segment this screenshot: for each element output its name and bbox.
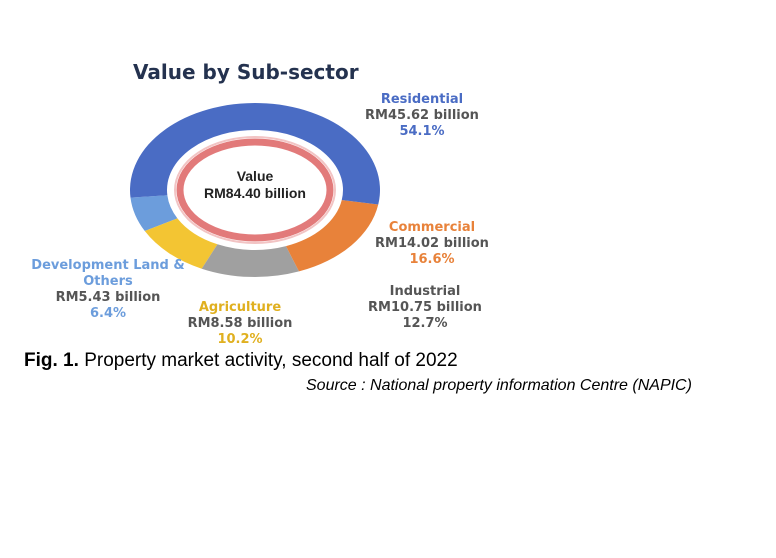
center-ring [176, 138, 334, 242]
center-label: Value RM84.40 billion [175, 168, 335, 202]
caption-label: Fig. 1. [24, 350, 79, 371]
slice-label: Residential RM45.62 billion 54.1% [332, 92, 512, 140]
slice-label: Commercial RM14.02 billion 16.6% [342, 220, 522, 268]
category-label: Residential [380, 92, 464, 107]
slice-label: Development Land & Others RM5.43 billion 6… [18, 258, 198, 322]
value-label: RM8.58 billion [187, 316, 293, 331]
category-label: Commercial [388, 220, 476, 235]
slice-label: Industrial RM10.75 billion 12.7% [335, 284, 515, 332]
donut-slice [130, 195, 178, 232]
chart-title: Value by Sub-sector [133, 60, 359, 84]
percent-label: 6.4% [89, 306, 127, 321]
category-label: Industrial [389, 284, 461, 299]
category-label: Agriculture [198, 300, 282, 315]
percent-label: 12.7% [402, 316, 448, 331]
caption-text: Property market activity, second half of… [84, 350, 458, 371]
source: Source : National property information C… [306, 377, 692, 394]
value-label: RM14.02 billion [375, 236, 489, 251]
donut-slice [130, 103, 380, 205]
center-value: RM84.40 billion [204, 185, 306, 201]
value-label: RM5.43 billion [55, 290, 161, 305]
percent-label: 16.6% [409, 252, 455, 267]
slice-label: Agriculture RM8.58 billion 10.2% [150, 300, 330, 348]
donut-slice [201, 244, 300, 277]
donut-slice [144, 218, 218, 269]
category-label: Development Land & Others [31, 258, 185, 289]
percent-label: 10.2% [217, 332, 263, 347]
chart [130, 103, 380, 277]
value-label: RM45.62 billion [365, 108, 479, 123]
value-label: RM10.75 billion [368, 300, 482, 315]
caption: Fig. 1. Property market activity, second… [24, 350, 458, 372]
donut-slice [285, 199, 379, 272]
center-title: Value [236, 168, 274, 184]
percent-label: 54.1% [399, 124, 445, 139]
center-ring-outer [174, 136, 336, 244]
